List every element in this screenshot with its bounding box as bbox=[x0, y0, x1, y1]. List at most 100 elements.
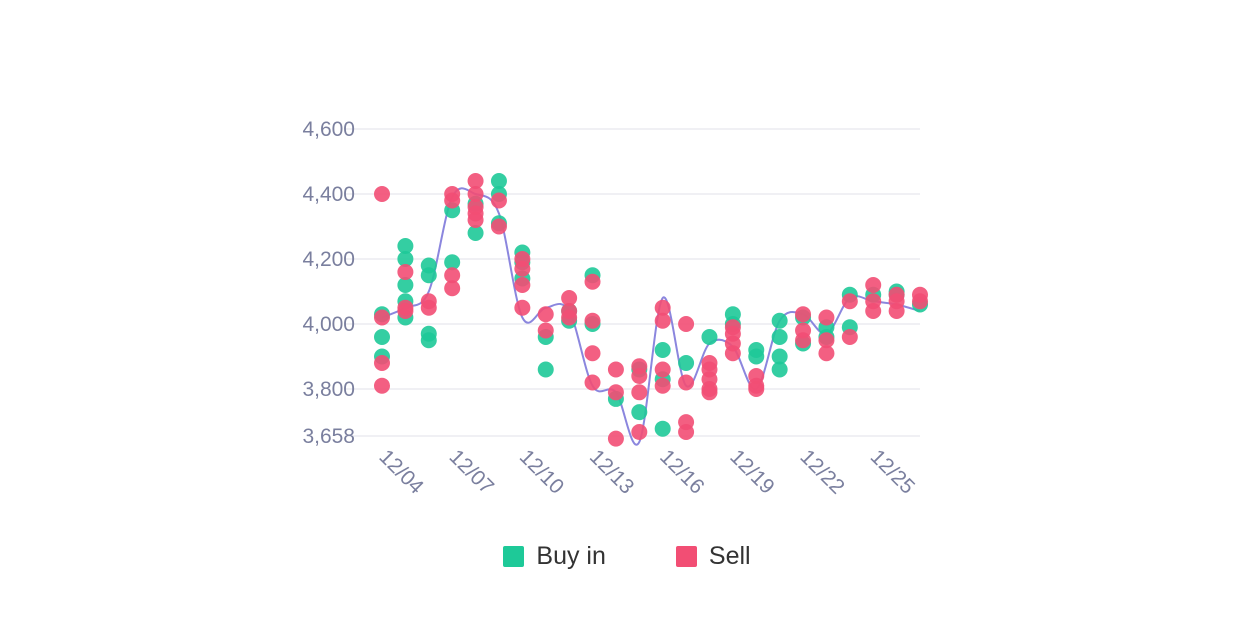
buy-point[interactable] bbox=[467, 225, 484, 241]
sell-point[interactable] bbox=[537, 306, 554, 323]
sell-point[interactable] bbox=[444, 267, 461, 284]
buy-point[interactable] bbox=[678, 355, 695, 371]
legend-swatch-sell bbox=[675, 545, 697, 567]
buy-point[interactable] bbox=[444, 254, 461, 271]
buy-point[interactable] bbox=[771, 348, 788, 365]
buy-point[interactable] bbox=[374, 329, 390, 345]
buy-point[interactable] bbox=[397, 277, 414, 293]
sell-point[interactable] bbox=[397, 303, 414, 319]
sell-point[interactable] bbox=[654, 361, 671, 378]
y-tick-label: 3,800 bbox=[302, 378, 355, 401]
sell-point[interactable] bbox=[818, 345, 835, 362]
sell-point[interactable] bbox=[467, 173, 484, 189]
legend-label-sell: Sell bbox=[708, 541, 751, 570]
x-tick-label: 12/25 bbox=[866, 445, 919, 498]
sell-point[interactable] bbox=[397, 264, 414, 280]
sell-point[interactable] bbox=[584, 374, 601, 391]
sell-point[interactable] bbox=[795, 306, 812, 323]
sell-point[interactable] bbox=[678, 424, 695, 441]
sell-point[interactable] bbox=[490, 218, 507, 235]
buy-point[interactable] bbox=[397, 238, 414, 254]
buy-point[interactable] bbox=[654, 342, 671, 358]
sell-point[interactable] bbox=[724, 345, 741, 362]
buy-point[interactable] bbox=[771, 361, 788, 378]
sell-point[interactable] bbox=[865, 277, 882, 293]
x-tick-label: 12/13 bbox=[585, 445, 638, 498]
sell-point[interactable] bbox=[374, 355, 390, 371]
x-tick-label: 12/04 bbox=[374, 445, 428, 499]
y-tick-label: 4,400 bbox=[302, 183, 355, 206]
sell-point[interactable] bbox=[841, 293, 858, 310]
buy-point[interactable] bbox=[631, 404, 648, 421]
sell-point[interactable] bbox=[444, 192, 461, 209]
x-tick-label: 12/19 bbox=[725, 445, 778, 498]
sell-point[interactable] bbox=[818, 309, 835, 326]
sell-point[interactable] bbox=[795, 332, 812, 349]
buy-point[interactable] bbox=[748, 348, 765, 365]
sell-point[interactable] bbox=[748, 381, 765, 397]
sell-point[interactable] bbox=[374, 186, 390, 202]
sell-point[interactable] bbox=[467, 212, 484, 228]
legend-swatch-buy bbox=[503, 545, 525, 567]
grid bbox=[345, 128, 920, 437]
buy-point[interactable] bbox=[771, 312, 788, 329]
scatter-points bbox=[374, 173, 928, 447]
sell-point[interactable] bbox=[490, 192, 507, 209]
sell-point[interactable] bbox=[514, 277, 531, 293]
sell-point[interactable] bbox=[654, 312, 671, 329]
x-axis: 12/04 12/07 12/10 12/13 12/16 12/19 12/22 12/25 bbox=[374, 445, 919, 499]
sell-point[interactable] bbox=[607, 430, 624, 447]
x-tick-label: 12/16 bbox=[655, 445, 708, 498]
sell-point[interactable] bbox=[607, 384, 624, 401]
buy-point[interactable] bbox=[420, 267, 437, 284]
sell-point[interactable] bbox=[631, 424, 648, 441]
y-tick-label: 4,600 bbox=[302, 118, 355, 141]
legend: Buy in Sell bbox=[0, 536, 1254, 576]
sell-point[interactable] bbox=[584, 273, 601, 290]
sell-point[interactable] bbox=[444, 280, 461, 297]
sell-point[interactable] bbox=[888, 303, 905, 319]
sell-point[interactable] bbox=[701, 384, 718, 401]
y-tick-label: 3,658 bbox=[302, 425, 355, 448]
sell-point[interactable] bbox=[514, 299, 531, 316]
x-tick-label: 12/22 bbox=[796, 445, 849, 498]
buy-point[interactable] bbox=[771, 329, 788, 345]
sell-point[interactable] bbox=[537, 322, 554, 339]
sell-point[interactable] bbox=[584, 345, 601, 362]
buy-point[interactable] bbox=[397, 251, 414, 267]
buy-point[interactable] bbox=[701, 329, 718, 345]
y-tick-label: 4,000 bbox=[302, 313, 355, 336]
buy-point[interactable] bbox=[537, 361, 554, 378]
buy-point[interactable] bbox=[420, 332, 437, 349]
sell-point[interactable] bbox=[374, 377, 390, 394]
legend-item-buy[interactable]: Buy in bbox=[503, 542, 606, 571]
sell-point[interactable] bbox=[584, 312, 601, 329]
x-tick-label: 12/10 bbox=[515, 445, 568, 498]
legend-item-sell[interactable]: Sell bbox=[675, 541, 751, 571]
sell-point[interactable] bbox=[654, 299, 671, 316]
buy-point[interactable] bbox=[654, 420, 671, 437]
sell-point[interactable] bbox=[678, 374, 695, 391]
sell-point[interactable] bbox=[678, 316, 695, 332]
sell-point[interactable] bbox=[912, 293, 928, 310]
buy-point[interactable] bbox=[490, 173, 507, 189]
sell-point[interactable] bbox=[631, 384, 648, 401]
sell-point[interactable] bbox=[607, 361, 624, 378]
sell-point[interactable] bbox=[374, 309, 390, 326]
sell-point[interactable] bbox=[514, 260, 531, 277]
sell-point[interactable] bbox=[818, 332, 835, 349]
sell-point[interactable] bbox=[841, 329, 858, 345]
sell-point[interactable] bbox=[467, 186, 484, 202]
y-tick-label: 4,200 bbox=[302, 248, 355, 271]
sell-point[interactable] bbox=[654, 377, 671, 394]
sell-point[interactable] bbox=[865, 303, 882, 319]
sell-point[interactable] bbox=[631, 368, 648, 384]
sell-point[interactable] bbox=[561, 309, 578, 326]
trend-line-path bbox=[381, 187, 921, 446]
sell-point[interactable] bbox=[420, 299, 437, 316]
y-axis: 3,658 3,800 4,000 4,200 4,400 4,600 bbox=[302, 118, 355, 448]
sell-point[interactable] bbox=[561, 290, 578, 306]
trend-line bbox=[381, 187, 921, 446]
